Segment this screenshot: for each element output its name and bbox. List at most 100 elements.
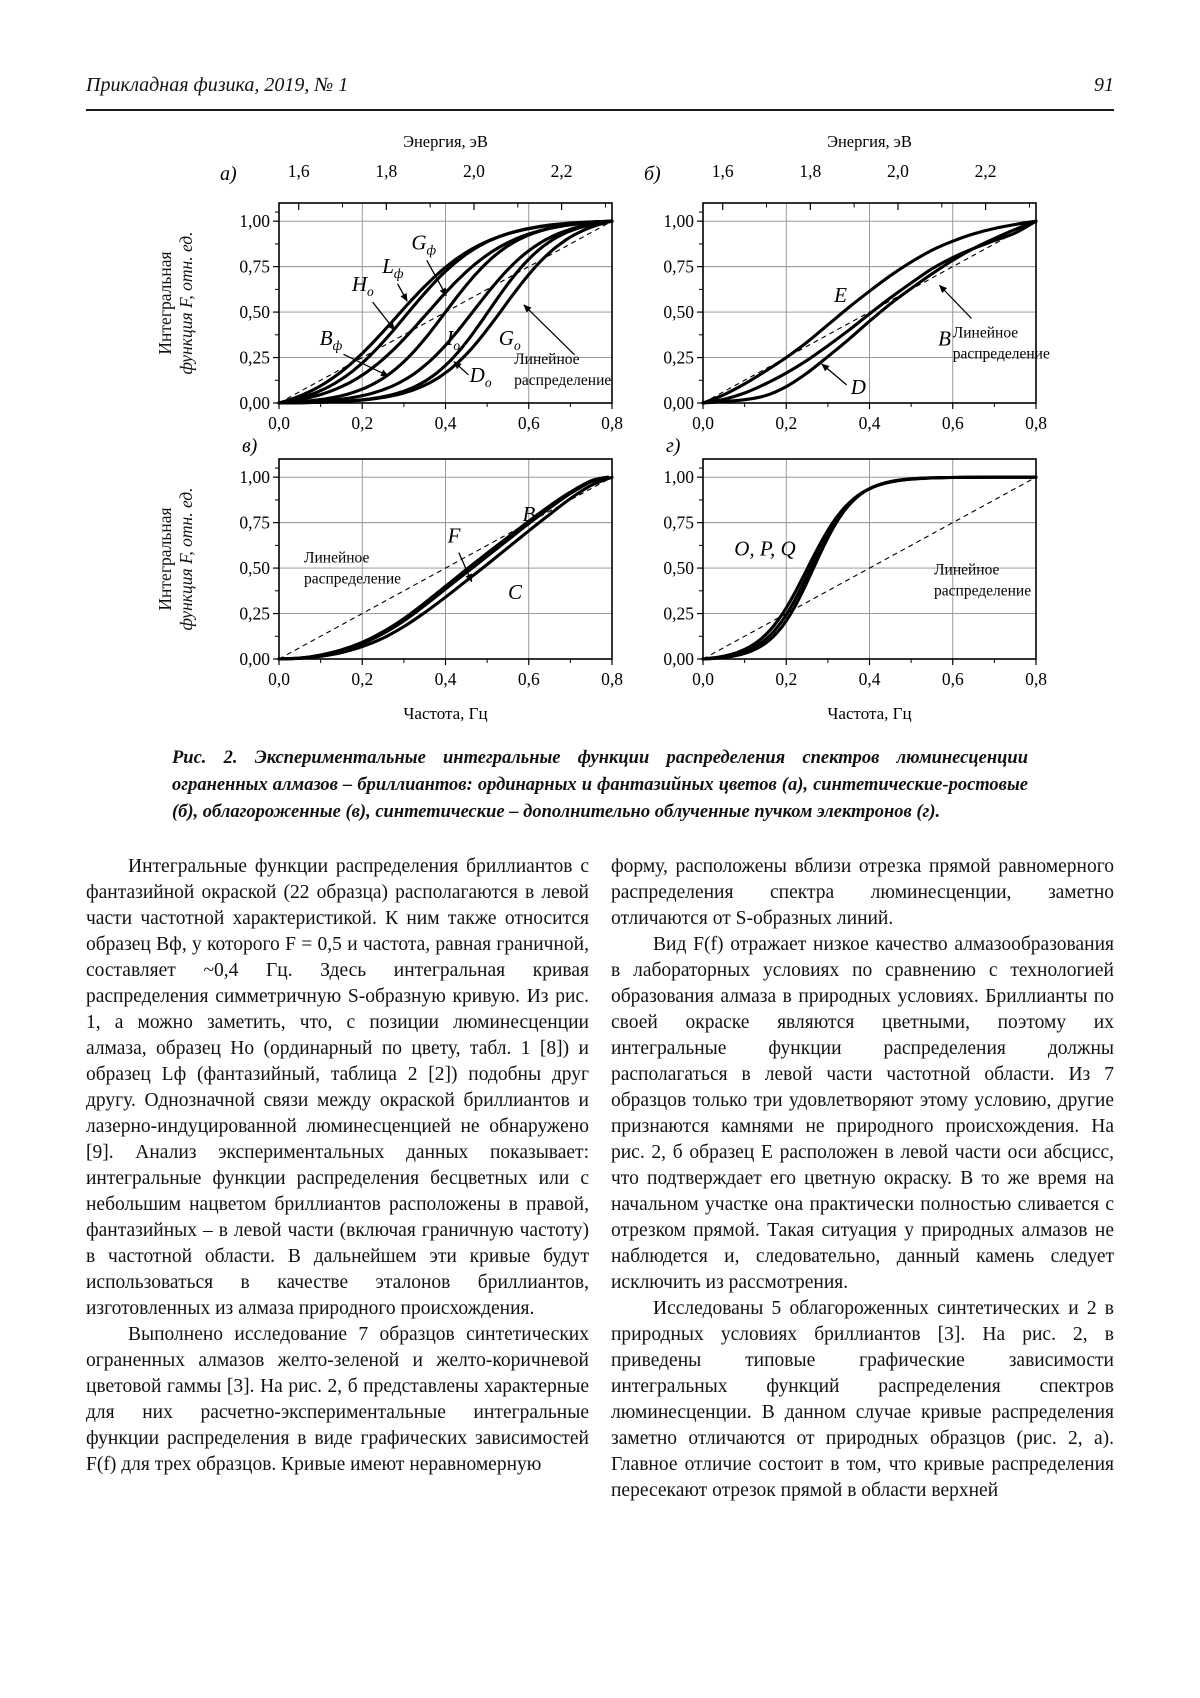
linear-distribution-label: Линейное: [304, 550, 370, 567]
svg-text:1,6: 1,6: [712, 161, 734, 181]
curve-Iо: [277, 219, 614, 405]
gridlines: [703, 203, 1036, 403]
text-column-left: Интегральные функции распределения брилл…: [86, 854, 589, 1504]
curve-D: [701, 219, 1038, 405]
linear-distribution-arrow: [938, 284, 972, 319]
svg-text:1,00: 1,00: [239, 467, 270, 487]
page-number: 91: [1094, 74, 1114, 96]
svg-text:0,2: 0,2: [775, 413, 797, 433]
curve-Bф: [277, 219, 614, 405]
y-axis-label-row2: Интегральная функция F, отн. ед.: [155, 424, 197, 694]
svg-text:0,8: 0,8: [1025, 413, 1047, 433]
svg-text:0,4: 0,4: [859, 413, 881, 433]
curve-label-arrow-Hо: [372, 301, 396, 331]
svg-text:1,00: 1,00: [663, 467, 694, 487]
panel-letter: б): [644, 163, 661, 185]
curve-label-Gф: Gф: [411, 230, 436, 257]
linear-distribution-label: Линейное: [953, 325, 1019, 342]
svg-text:0,50: 0,50: [663, 558, 694, 578]
figure-panel-g: 0,0 0,2 0,4 0,6 0,8 Частота, Гц 0,00 0,25 0,50 0,…: [628, 437, 1052, 725]
paragraph: Исследованы 5 облагороженных синтетическ…: [611, 1298, 1114, 1501]
y-axis-label-wrap-row1: Интегральная функция F, отн. ед.: [148, 131, 204, 437]
svg-text:0,25: 0,25: [663, 348, 694, 368]
gridlines: [703, 459, 1036, 659]
figure-panel-b-svg: Энергия, эВ1,6 1,8 2,0 2,20,0 0,2 0,4 0,6 0,80,…: [644, 132, 1050, 433]
panel-letter: в): [242, 437, 258, 457]
curve-label-C: C: [508, 580, 523, 604]
figure-panel-a: Энергия, эВ 1,6 1,8 2,0 2,2 0,0 0,2 0,4 0,6 0,8 0,…: [204, 131, 628, 437]
svg-text:0,8: 0,8: [601, 413, 623, 433]
curve-E: [701, 219, 1038, 405]
svg-text:0,75: 0,75: [663, 257, 694, 277]
linear-distribution-line: [702, 476, 1037, 660]
curve-label-arrow-Dо: [453, 361, 469, 376]
journal-title: Прикладная физика, 2019, № 1: [86, 74, 349, 96]
top-axis: Энергия, эВ 1,6 1,8 2,0 2,2: [712, 132, 1030, 210]
svg-text:0,50: 0,50: [663, 302, 694, 322]
svg-text:0,4: 0,4: [435, 413, 457, 433]
linear-distribution-label: распределение: [934, 582, 1031, 599]
svg-text:0,00: 0,00: [663, 649, 694, 669]
figure-row-2: Интегральная функция F, отн. ед. 0,0 0,2 0…: [148, 437, 1052, 725]
svg-text:0,25: 0,25: [239, 348, 270, 368]
top-axis-title: Энергия, эВ: [403, 132, 488, 151]
paragraph: форму, расположены вблизи отрезка прямой…: [611, 856, 1114, 929]
bottom-axis: 0,0 0,2 0,4 0,6 0,8: [268, 403, 623, 433]
y-axis-label-line2: функция F, отн. ед.: [176, 231, 196, 375]
svg-text:2,2: 2,2: [551, 161, 573, 181]
svg-text:0,50: 0,50: [239, 558, 270, 578]
svg-text:2,0: 2,0: [463, 161, 485, 181]
curve-label-Hо: Hо: [351, 272, 374, 299]
bottom-axis: 0,0 0,2 0,4 0,6 0,8 Частота, Гц: [692, 659, 1047, 723]
svg-text:1,00: 1,00: [663, 211, 694, 231]
svg-text:0,00: 0,00: [239, 649, 270, 669]
bottom-axis: 0,0 0,2 0,4 0,6 0,8: [692, 403, 1047, 433]
figure-2: Интегральная функция F, отн. ед. Энергия…: [0, 131, 1200, 826]
curve-Dо: [277, 219, 614, 405]
svg-text:1,8: 1,8: [375, 161, 397, 181]
curve-Q: [701, 475, 1038, 661]
curve-label-Bф: Bф: [320, 326, 343, 353]
svg-text:0,2: 0,2: [775, 669, 797, 689]
paragraph: Вид F(f) отражает низкое качество алмазо…: [611, 934, 1114, 1293]
svg-text:0,6: 0,6: [518, 413, 540, 433]
left-axis: 0,00 0,25 0,50 0,75 1,00: [239, 467, 279, 669]
top-axis: Энергия, эВ 1,6 1,8 2,0 2,2: [288, 132, 606, 210]
y-axis-label-line1: Интегральная: [155, 251, 175, 355]
curve-label-B: B: [938, 327, 951, 351]
svg-text:1,8: 1,8: [799, 161, 821, 181]
curve-label-E: E: [833, 283, 847, 307]
curve-Lф: [277, 219, 614, 405]
paragraph: Интегральные функции распределения брилл…: [86, 856, 589, 1319]
svg-text:0,6: 0,6: [942, 413, 964, 433]
svg-text:0,8: 0,8: [1025, 669, 1047, 689]
svg-text:0,00: 0,00: [663, 393, 694, 413]
linear-distribution-arrow: [523, 304, 575, 356]
linear-distribution-label: распределение: [514, 372, 611, 389]
left-axis: 0,00 0,25 0,50 0,75 1,00: [663, 467, 703, 669]
svg-text:0,0: 0,0: [692, 413, 714, 433]
curve-label-arrow-D: [821, 363, 848, 386]
svg-text:0,00: 0,00: [239, 393, 270, 413]
curve-label-arrow-Bф: [343, 353, 389, 377]
svg-text:0,2: 0,2: [351, 413, 373, 433]
panel-letter: а): [220, 163, 237, 185]
svg-text:0,8: 0,8: [601, 669, 623, 689]
figure-panel-b: Энергия, эВ 1,6 1,8 2,0 2,2 0,0 0,2 0,4 0,6 0,8 0,…: [628, 131, 1052, 437]
linear-distribution-label: распределение: [304, 571, 401, 588]
figure-panel-v: 0,0 0,2 0,4 0,6 0,8 Частота, Гц 0,00 0,25 0,50 0,…: [204, 437, 628, 725]
figure-panel-a-svg: Энергия, эВ1,6 1,8 2,0 2,20,0 0,2 0,4 0,6 0,80,…: [220, 132, 623, 433]
curve-label-Lф: Lф: [381, 254, 404, 281]
page-header: Прикладная физика, 2019, № 1 91: [86, 74, 1114, 97]
svg-text:0,4: 0,4: [435, 669, 457, 689]
svg-text:0,25: 0,25: [239, 604, 270, 624]
curve-label-F: F: [447, 524, 461, 548]
svg-text:0,0: 0,0: [268, 669, 290, 689]
y-axis-label-line1: Интегральная: [155, 507, 175, 611]
figure-row-1: Интегральная функция F, отн. ед. Энергия…: [148, 131, 1052, 437]
y-axis-label-wrap-row2: Интегральная функция F, отн. ед.: [148, 437, 204, 725]
svg-text:2,2: 2,2: [975, 161, 997, 181]
top-axis-title: Энергия, эВ: [827, 132, 912, 151]
x-axis-title: Частота, Гц: [827, 704, 911, 723]
